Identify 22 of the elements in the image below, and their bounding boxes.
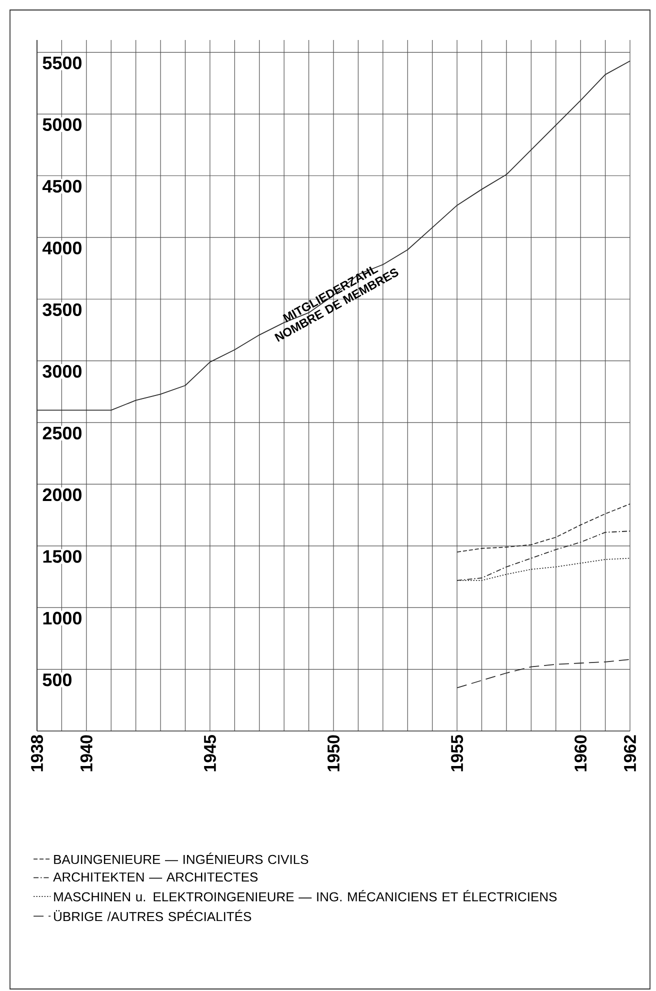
y-tick-label: 5500 [42,56,82,70]
y-tick-label: 4500 [42,180,82,193]
y-tick-label: 3500 [42,303,82,316]
legend-label: BAUINGENIEURE — INGÉNIEURS CIVILS [54,852,308,864]
y-tick-label: 1500 [43,550,82,563]
legend-label: ÜBRIGE /AUTRES SPÉCIALITÉS [54,910,252,922]
x-tick-label: 1960 [574,735,587,772]
y-tick-label: 500 [42,673,72,686]
x-tick-label: 1962 [624,735,636,772]
legend-label: ARCHITEKTEN — ARCHITECTES [53,872,258,882]
y-tick-label: 2500 [42,426,82,440]
x-tick-label: 1955 [451,735,464,772]
x-tick-label: 1950 [327,735,340,772]
x-tick-label: 1945 [204,735,216,772]
x-tick-label: 1938 [30,735,44,772]
y-tick-label: 3000 [42,365,82,378]
y-tick-label: 1000 [43,612,82,625]
y-tick-label: 4000 [42,242,82,254]
x-tick-label: 1940 [80,735,92,772]
y-tick-label: 5000 [42,118,82,131]
y-tick-label: 2000 [42,488,82,502]
legend-label: MASCHINEN u. ELEKTROINGENIEURE — ING. MÉCANICIENS ET ÉLECTRICIENS [54,890,557,902]
